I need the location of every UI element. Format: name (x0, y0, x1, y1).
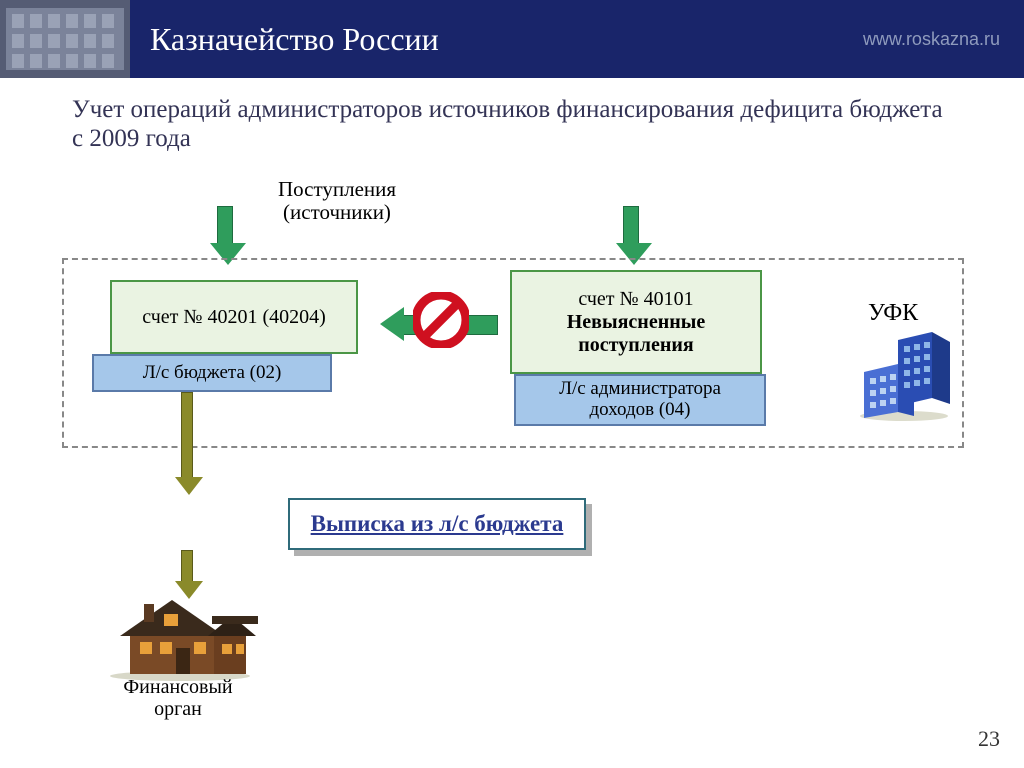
fin-organ-label: Финансовый орган (108, 676, 248, 720)
sources-label: Поступления (источники) (262, 178, 412, 224)
ufk-label: УФК (868, 300, 918, 327)
ls-left-text: Л/с бюджета (02) (94, 363, 330, 384)
fin-organ-line1: Финансовый (123, 676, 232, 698)
green-arrow-left (210, 206, 240, 265)
ls-right-line2: доходов (04) (516, 400, 764, 421)
account-right-line2: Невыясненные (512, 311, 760, 334)
account-box-right: счет № 40101 Невыясненные поступления (510, 270, 762, 374)
ufk-building-icon (854, 332, 954, 422)
header-bar: Казначейство России www.roskazna.ru (0, 0, 1024, 78)
account-left-text: счет № 40201 (40204) (112, 306, 356, 329)
sources-label-line2: (источники) (283, 200, 391, 224)
no-entry-icon (413, 292, 469, 348)
green-arrow-right (616, 206, 646, 265)
sources-label-line1: Поступления (278, 177, 396, 201)
ls-box-left: Л/с бюджета (02) (92, 354, 332, 392)
ls-right-line1: Л/с администратора (516, 379, 764, 400)
slide-title: Учет операций администраторов источников… (72, 96, 952, 154)
fin-organ-line2: орган (154, 698, 202, 720)
header-title: Казначейство России (140, 21, 863, 58)
ls-box-right: Л/с администратора доходов (04) (514, 374, 766, 426)
account-right-line1: счет № 40101 (512, 288, 760, 311)
page-number: 23 (978, 726, 1000, 752)
olive-arrow-top (175, 392, 199, 495)
statement-box: Выписка из л/с бюджета (288, 498, 586, 550)
account-right-line3: поступления (512, 334, 760, 357)
header-url: www.roskazna.ru (863, 29, 1024, 50)
header-building-image (0, 0, 130, 78)
house-icon (100, 586, 260, 682)
statement-text: Выписка из л/с бюджета (311, 511, 564, 537)
account-box-left: счет № 40201 (40204) (110, 280, 358, 354)
